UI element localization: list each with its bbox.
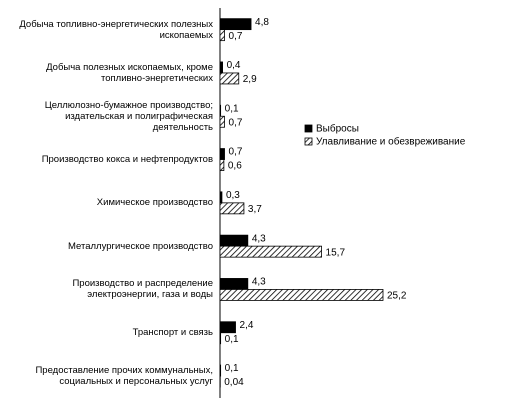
- bar: [219, 289, 384, 301]
- bar: [219, 332, 222, 345]
- value-label: 4,3: [252, 233, 266, 244]
- value-label: 4,3: [252, 277, 266, 288]
- category-label: Металлургическое производство: [67, 240, 213, 252]
- category-label: Добыча топливно-энергетических полезных …: [19, 18, 213, 41]
- bar: [219, 159, 225, 171]
- bar: [219, 72, 240, 85]
- bar: [219, 321, 236, 334]
- bar: [219, 245, 322, 258]
- value-label: 0,04: [224, 377, 244, 388]
- category-label: Транспорт и связь: [132, 327, 213, 339]
- bar: [219, 18, 252, 31]
- legend-label: Улавливание и обезвреживание: [316, 136, 466, 148]
- value-label: 0,6: [228, 161, 242, 172]
- bar: [219, 115, 225, 128]
- value-label: 0,1: [225, 334, 239, 345]
- category-label: Химическое производство: [96, 197, 213, 209]
- value-label: 15,7: [326, 247, 346, 258]
- bar: [219, 191, 223, 204]
- bar: [219, 148, 225, 160]
- bar: [219, 234, 249, 247]
- legend-swatch: [304, 124, 313, 133]
- value-label: 0,3: [226, 190, 240, 201]
- value-label: 3,7: [248, 204, 262, 215]
- category-label: Добыча полезных ископаемых, кроме топлив…: [46, 61, 213, 84]
- legend-swatch: [304, 137, 313, 146]
- value-label: 0,7: [229, 31, 243, 42]
- bar: [219, 61, 223, 74]
- category-label: Производство кокса и нефтепродуктов: [41, 153, 213, 165]
- bar: [219, 202, 245, 215]
- bar: [219, 364, 222, 377]
- value-label: 0,7: [229, 147, 243, 158]
- value-label: 25,2: [387, 291, 407, 302]
- bar: [219, 29, 225, 42]
- category-label: Целлюлозно-бумажное производство; издате…: [44, 99, 213, 133]
- value-label: 0,4: [227, 60, 241, 71]
- value-label: 2,9: [243, 74, 257, 85]
- category-label: Предоставление прочих коммунальных, соци…: [35, 364, 213, 387]
- bar: [219, 278, 249, 290]
- value-label: 0,1: [225, 103, 239, 114]
- value-label: 0,7: [229, 117, 243, 128]
- legend-label: Выбросы: [316, 123, 359, 135]
- category-label: Производство и распределение электроэнер…: [72, 278, 213, 301]
- value-label: 4,8: [255, 17, 269, 28]
- value-label: 0,1: [225, 363, 239, 374]
- bar: [219, 104, 222, 117]
- value-label: 2,4: [240, 320, 254, 331]
